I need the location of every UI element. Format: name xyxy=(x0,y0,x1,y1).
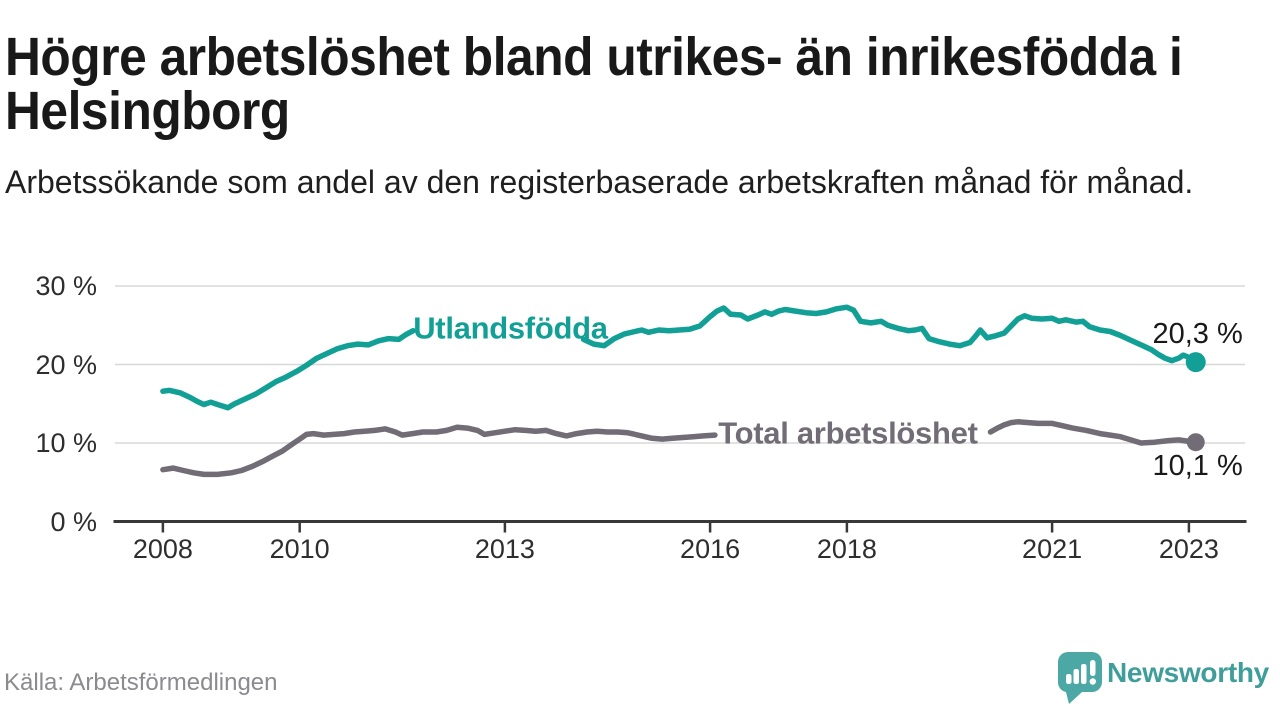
x-tick-label: 2018 xyxy=(816,534,877,564)
y-tick-label: 20 % xyxy=(35,349,97,380)
newsworthy-wordmark: Newsworthy xyxy=(1107,657,1269,688)
y-tick-label: 0 % xyxy=(50,506,97,537)
x-tick-label: 2013 xyxy=(474,534,535,564)
page-subtitle: Arbetssökande som andel av den registerb… xyxy=(5,164,1194,200)
x-tick-label: 2021 xyxy=(1022,534,1083,564)
total-arbetsloshet-line xyxy=(987,419,1199,446)
utlandsfodda-end-value-label: 20,3 % xyxy=(1152,318,1243,351)
utlandsfodda-line xyxy=(160,327,416,411)
x-tick-label: 2023 xyxy=(1158,534,1219,564)
utlandsfodda-line xyxy=(580,304,1199,365)
y-tick-label: 30 % xyxy=(35,271,97,301)
total-arbetsloshet-line xyxy=(160,424,718,478)
source-note: Källa: Arbetsförmedlingen xyxy=(4,669,278,696)
x-tick-label: 2010 xyxy=(269,534,330,564)
y-tick-label: 10 % xyxy=(35,428,97,458)
total-arbetsloshet-end-dot xyxy=(1186,433,1205,452)
newsworthy-logo: Newsworthy xyxy=(1055,650,1280,706)
utlandsfodda-end-dot xyxy=(1185,352,1206,373)
newsworthy-speech-bubble-icon xyxy=(1058,652,1102,704)
total-arbetsloshet-series-label: Total arbetslöshet xyxy=(718,415,978,451)
page-title: Högre arbetslöshet bland utrikes- än inr… xyxy=(5,27,1183,141)
x-tick-label: 2016 xyxy=(680,534,741,564)
x-tick-label: 2008 xyxy=(132,534,193,564)
utlandsfodda-series-label: Utlandsfödda xyxy=(413,310,608,346)
total-arbetsloshet-end-value-label: 10,1 % xyxy=(1152,450,1243,483)
